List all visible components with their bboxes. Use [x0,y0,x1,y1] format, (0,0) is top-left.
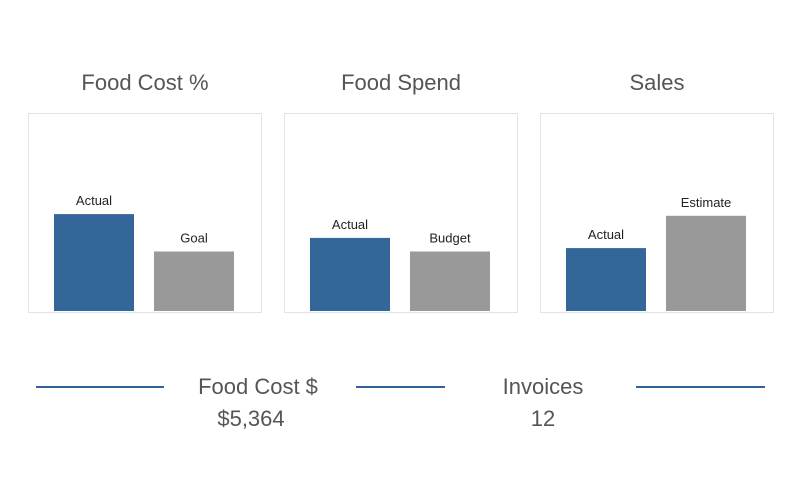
bar-label-goal: Goal [180,231,208,246]
kpi-label-food-cost: Food Cost $ [198,374,318,399]
chart-panel-food-cost-pct: Actual Goal [28,113,262,313]
bar-label-actual: Actual [76,193,112,208]
chart-title-sales: Sales [629,70,685,95]
divider-line-left [36,386,164,388]
chart-panel-sales: Actual Estimate [540,113,774,313]
bar-chart-sales: Actual Estimate [566,195,746,311]
bar-label-actual: Actual [588,227,624,242]
bar-chart-food-cost-pct: Actual Goal [54,193,234,311]
bar-chart-food-spend: Actual Budget [310,217,490,311]
divider-line-right [636,386,765,388]
bar-goal [154,251,234,311]
bar-label-budget: Budget [429,231,471,246]
kpi-value-food-cost: $5,364 [217,406,285,431]
divider-line-middle [356,386,445,388]
chart-title-food-cost-pct: Food Cost % [81,70,209,95]
bar-label-actual: Actual [332,217,368,232]
bar-actual [310,237,390,311]
bar-actual [54,214,134,311]
bar-budget [410,251,490,311]
chart-title-food-spend: Food Spend [341,70,461,95]
bar-actual [566,248,646,311]
chart-panel-food-spend: Actual Budget [284,113,518,313]
bar-estimate [666,215,746,311]
kpi-label-invoices: Invoices [502,374,584,399]
bar-label-estimate: Estimate [681,195,732,210]
kpi-value-invoices: 12 [530,406,556,431]
